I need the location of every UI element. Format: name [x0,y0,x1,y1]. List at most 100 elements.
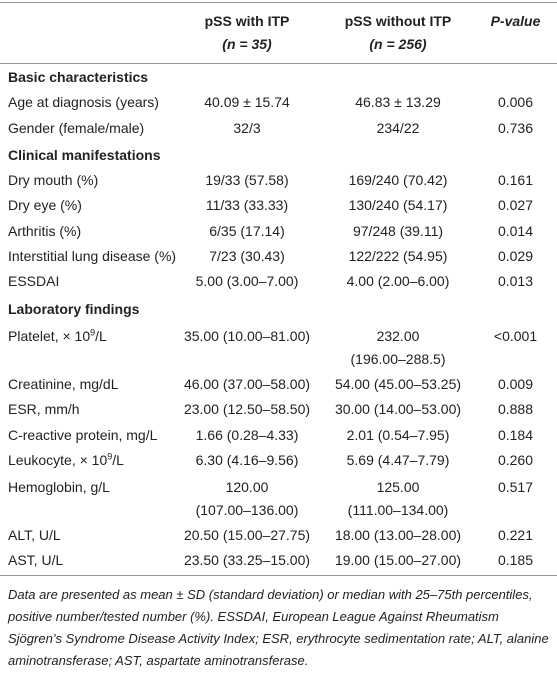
data-row: Arthritis (%) 6/35 (17.14) 97/248 (39.11) 0… [0,220,557,245]
label-text: /L [95,327,107,344]
cell: 19/33 (57.58) [205,172,289,189]
data-row: Creatinine, mg/dL 46.00 (37.00–58.00) 54.0… [0,373,557,398]
row-label: ALT, U/L [8,527,61,544]
cell: 18.00 (13.00–28.00) [334,527,462,544]
superscript: 9 [90,327,96,338]
data-row: Gender (female/male) 32/3 234/22 0.736 [0,117,557,142]
cell: 19.00 (15.00–27.00) [334,552,462,569]
cell: 1.66 (0.28–4.33) [195,426,299,443]
data-row: ESR, mm/h 23.00 (12.50–58.50) 30.00 (14.00… [0,398,557,423]
section-heading: Clinical manifestations [8,146,161,163]
cell-line: (107.00–136.00) [195,502,299,519]
cell: 169/240 (70.42) [348,172,448,189]
data-row: Platelet, × 109/L 35.00 (10.00–81.00) 232.… [0,323,557,373]
section-row: Laboratory findings [0,296,557,323]
cell: 0.027 [497,197,534,214]
cell: 120.00 (107.00–136.00) [172,474,322,524]
row-label: C-reactive protein, mg/L [8,426,158,443]
data-row: Dry mouth (%) 19/33 (57.58) 169/240 (70.42… [0,169,557,194]
header-cell: pSS with ITP (n = 35) [172,3,322,64]
cell: 6.30 (4.16–9.56) [195,451,299,468]
row-label: Interstitial lung disease (%) [8,248,177,265]
cell: <0.001 [493,327,538,344]
cell: 0.014 [497,222,534,239]
data-row: C-reactive protein, mg/L 1.66 (0.28–4.33)… [0,424,557,449]
cell: 0.161 [497,172,534,189]
section-row: Basic characteristics [0,64,557,92]
table-header: pSS with ITP (n = 35) pSS without ITP (n = … [0,2,557,64]
cell: 0.260 [497,451,534,468]
cell: 0.185 [497,552,534,569]
section-heading: Basic characteristics [8,69,149,85]
cell: 20.50 (15.00–27.75) [183,527,311,544]
cell: 232.00 (196.00–288.5) [322,323,474,373]
row-label: Leukocyte, × 109/L [0,449,172,474]
cell: 6/35 (17.14) [209,222,285,239]
row-label: Creatinine, mg/dL [8,375,119,392]
cell: 11/33 (33.33) [205,197,289,214]
label-text: /L [112,451,124,468]
row-label: Hemoglobin, g/L [8,479,110,496]
cell-line: (111.00–134.00) [347,502,449,519]
data-row: ESSDAI 5.00 (3.00–7.00) 4.00 (2.00–6.00) 0.… [0,270,557,295]
data-row: Age at diagnosis (years) 40.09 ± 15.74 46.… [0,91,557,116]
data-table: pSS with ITP (n = 35) pSS without ITP (n = … [0,2,557,576]
cell: 5.69 (4.47–7.79) [346,451,450,468]
row-label: Age at diagnosis (years) [8,94,159,111]
superscript: 9 [107,451,113,462]
table-body: Basic characteristics Age at diagnosis (y… [0,64,557,576]
cell: 23.50 (33.25–15.00) [183,552,311,569]
cell: 30.00 (14.00–53.00) [334,401,462,418]
row-label: ESR, mm/h [8,401,80,418]
cell: 0.013 [497,273,534,290]
cell: 46.00 (37.00–58.00) [183,375,311,392]
cell: 23.00 (12.50–58.50) [183,401,311,418]
cell-line: 232.00 [376,327,420,344]
cell: 130/240 (54.17) [348,197,448,214]
header-cell [0,3,172,64]
cell-line: 120.00 [225,479,269,496]
row-label: Dry eye (%) [8,197,82,214]
cell: 2.01 (0.54–7.95) [346,426,450,443]
cell: 4.00 (2.00–6.00) [346,273,450,290]
data-row: AST, U/L 23.50 (33.25–15.00) 19.00 (15.00–… [0,549,557,576]
cell: 35.00 (10.00–81.00) [183,327,311,344]
footnote: Data are presented as mean ± SD (standar… [8,586,549,669]
header-text: pSS with ITP [204,13,290,29]
cell: 0.517 [497,479,534,496]
cell: 97/248 (39.11) [352,222,444,239]
row-label: AST, U/L [8,552,64,569]
data-row: Hemoglobin, g/L 120.00 (107.00–136.00) 125.… [0,474,557,524]
cell: 0.184 [497,426,534,443]
section-row: Clinical manifestations [0,142,557,169]
row-label: Dry mouth (%) [8,172,99,189]
cell: 5.00 (3.00–7.00) [195,273,299,290]
row-label: Platelet, × 109/L [0,323,172,373]
cell-line: (196.00–288.5) [350,350,446,367]
data-row: Leukocyte, × 109/L 6.30 (4.16–9.56) 5.69 (… [0,449,557,474]
cell: 0.009 [497,375,534,392]
cell: 0.029 [497,248,534,265]
header-text: pSS without ITP [344,13,452,29]
cell: 0.736 [497,119,534,136]
header-text: (n = 35) [222,36,272,52]
header-text: (n = 256) [369,36,427,52]
cell: 7/23 (30.43) [209,248,285,265]
label-text: Platelet, × 10 [8,327,91,344]
cell: 46.83 ± 13.29 [355,94,441,111]
data-row: ALT, U/L 20.50 (15.00–27.75) 18.00 (13.00–… [0,524,557,549]
header-cell: P-value [474,3,557,64]
cell: 40.09 ± 15.74 [204,94,290,111]
header-text: P-value [490,13,541,29]
data-row: Dry eye (%) 11/33 (33.33) 130/240 (54.17) 0… [0,194,557,219]
data-row: Interstitial lung disease (%) 7/23 (30.43… [0,245,557,270]
cell: 234/22 [376,119,420,136]
cell: 0.888 [497,401,534,418]
section-heading: Laboratory findings [8,300,140,317]
cell: 122/222 (54.95) [348,248,448,265]
row-label: Arthritis (%) [8,222,82,239]
row-label: Gender (female/male) [8,119,145,136]
cell: 0.221 [497,527,534,544]
header-cell: pSS without ITP (n = 256) [322,3,474,64]
header-row: pSS with ITP (n = 35) pSS without ITP (n = … [0,2,557,64]
